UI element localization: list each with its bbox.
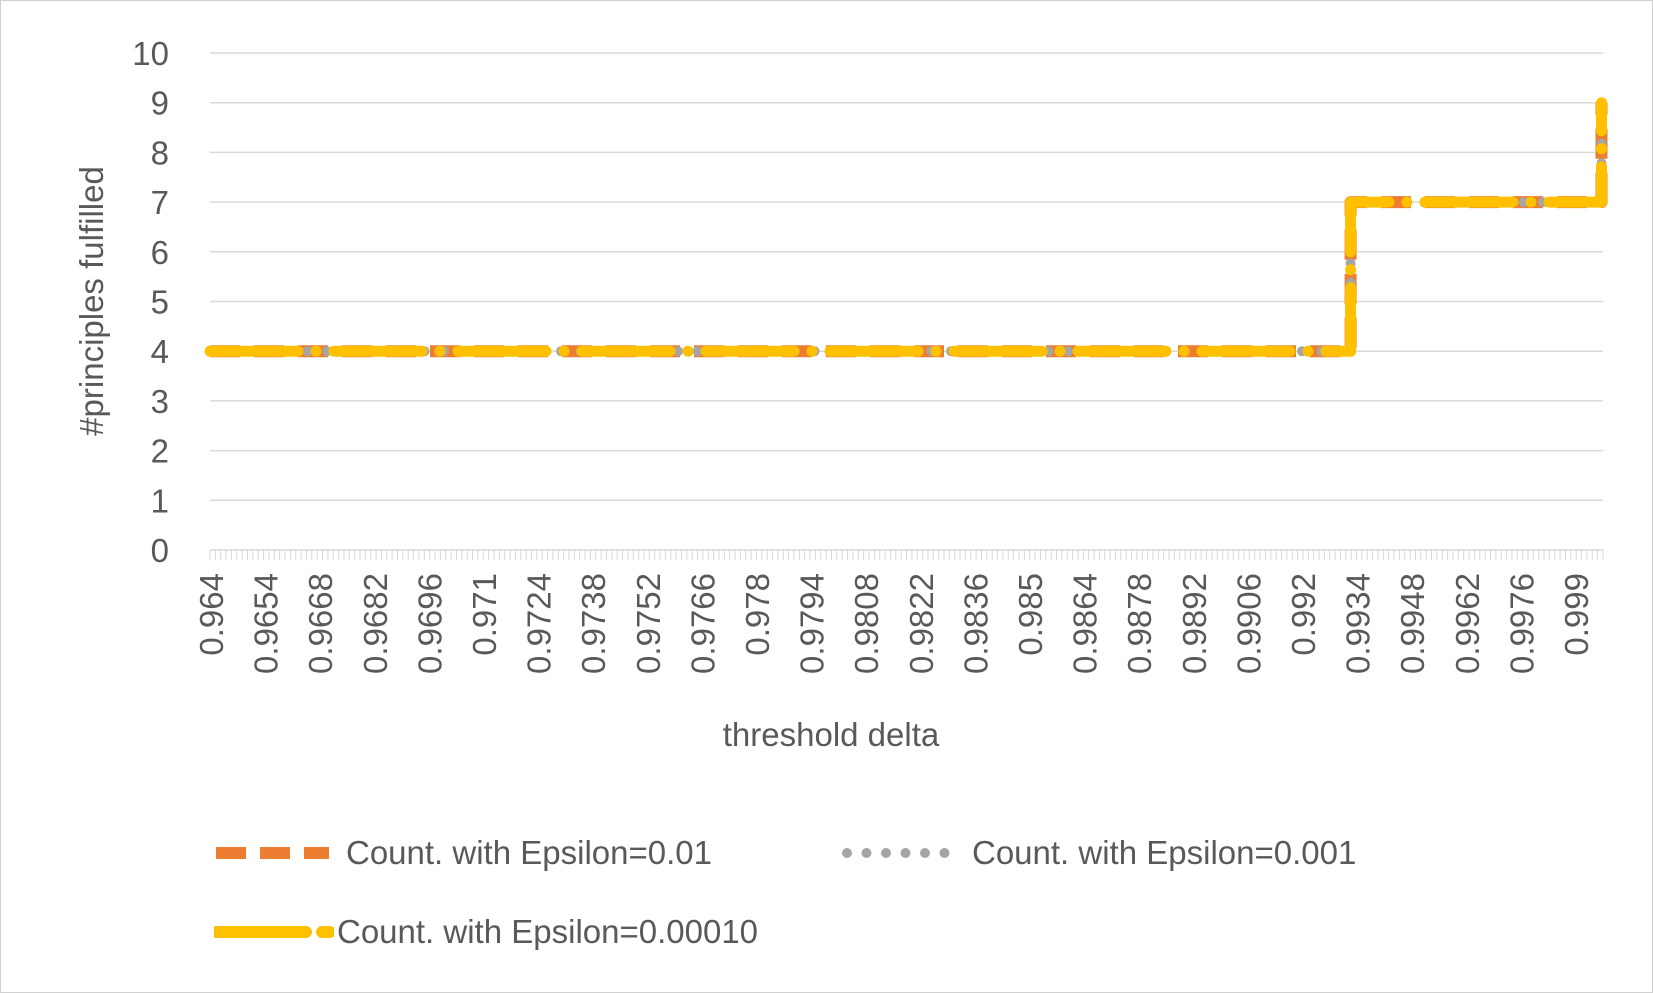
y-tick-label: 9	[151, 85, 169, 122]
legend-item-epsilon-0-01: Count. with Epsilon=0.01	[214, 834, 712, 872]
y-tick-label: 4	[151, 333, 169, 370]
x-axis-minor-ticks	[209, 550, 1604, 560]
legend-item-epsilon-0-00010: Count. with Epsilon=0.00010	[214, 913, 758, 951]
x-tick-label: 0.9822	[903, 573, 940, 674]
x-tick-label: 0.971	[466, 573, 503, 656]
x-tick-label: 0.9934	[1340, 573, 1377, 674]
x-tick-label: 0.9976	[1503, 573, 1540, 674]
x-axis	[209, 549, 1604, 560]
y-tick-label: 1	[151, 482, 169, 519]
legend-label-epsilon-0-001: Count. with Epsilon=0.001	[972, 834, 1357, 871]
y-tick-label: 10	[132, 35, 169, 72]
legend-swatch-epsilon-0-01	[216, 847, 329, 859]
x-tick-label: 0.9892	[1176, 573, 1213, 674]
y-tick-label: 3	[151, 383, 169, 420]
x-tick-label: 0.9962	[1449, 573, 1486, 674]
x-tick-label: 0.9724	[521, 573, 558, 674]
y-axis-label: #principles fulfilled	[73, 166, 110, 436]
y-tick-label: 5	[151, 284, 169, 321]
x-tick-label: 0.9668	[302, 573, 339, 674]
legend-item-epsilon-0-001: Count. with Epsilon=0.001	[841, 834, 1356, 872]
y-tick-label: 6	[151, 234, 169, 271]
x-tick-label: 0.9752	[630, 573, 667, 674]
x-tick-label: 0.9906	[1230, 573, 1267, 674]
x-axis-label: threshold delta	[723, 716, 940, 753]
x-tick-label: 0.985	[1012, 573, 1049, 656]
y-tick-labels: 0 1 2 3 4 5 6 7 8 9 10	[132, 35, 169, 569]
x-tick-labels: 0.964 0.9654 0.9668 0.9682 0.9696 0.971 0.9724…	[193, 573, 1595, 674]
x-tick-label: 0.992	[1285, 573, 1322, 656]
series-line-1	[205, 97, 1607, 357]
x-tick-label: 0.9948	[1394, 573, 1431, 674]
x-tick-label: 0.9682	[357, 573, 394, 674]
x-tick-label: 0.9864	[1067, 573, 1104, 674]
x-tick-label: 0.9794	[794, 573, 831, 674]
x-tick-label: 0.978	[739, 573, 776, 656]
x-tick-label: 0.9654	[248, 573, 285, 674]
y-tick-label: 0	[151, 532, 169, 569]
x-tick-label: 0.9696	[411, 573, 448, 674]
series-lines	[204, 97, 1608, 358]
legend-swatch-epsilon-0-00010	[214, 926, 334, 938]
x-tick-label: 0.9808	[848, 573, 885, 674]
y-tick-label: 8	[151, 134, 169, 171]
y-tick-label: 2	[151, 433, 169, 470]
x-tick-label: 0.999	[1558, 573, 1595, 656]
x-tick-label: 0.964	[193, 573, 230, 656]
x-tick-label: 0.9878	[1121, 573, 1158, 674]
series-line-0	[210, 102, 1608, 358]
y-tick-label: 7	[151, 184, 169, 221]
legend-swatch-epsilon-0-001	[842, 848, 950, 858]
x-tick-label: 0.9836	[957, 573, 994, 674]
legend-label-epsilon-0-00010: Count. with Epsilon=0.00010	[337, 913, 759, 950]
x-tick-label: 0.9738	[575, 573, 612, 674]
series-line-2	[204, 97, 1607, 357]
legend-label-epsilon-0-01: Count. with Epsilon=0.01	[346, 834, 712, 871]
gridlines	[210, 52, 1603, 502]
x-tick-label: 0.9766	[684, 573, 721, 674]
